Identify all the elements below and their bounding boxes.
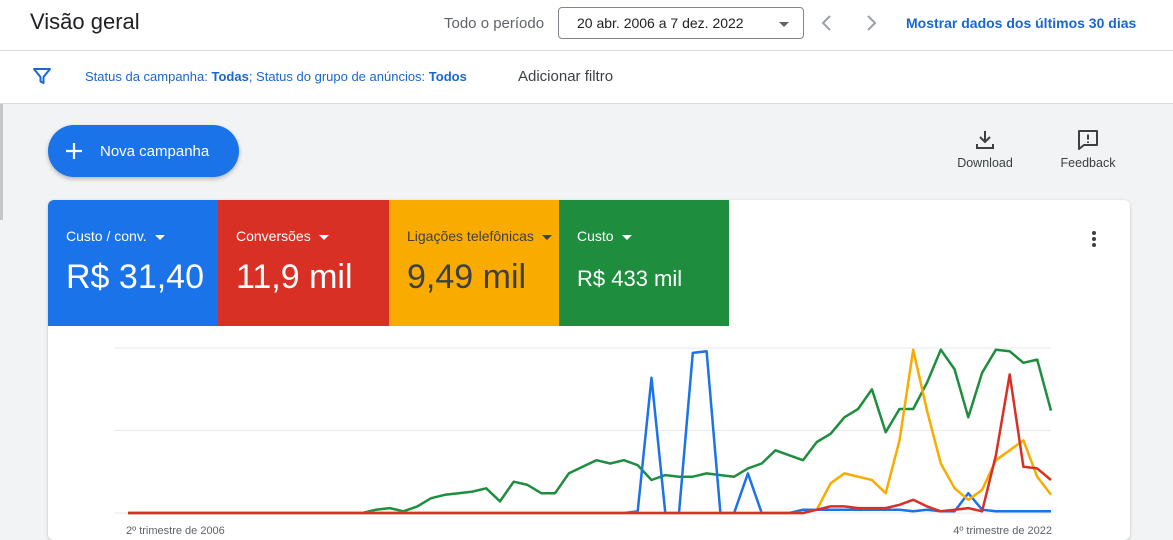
campaign-status-label: Status da campanha: <box>85 69 208 84</box>
series-line-1 <box>128 350 1051 515</box>
chevron-left-icon[interactable] <box>816 12 838 34</box>
metric-value: 11,9 mil <box>236 258 353 296</box>
performance-chart: 2º trimestre de 2006 4º trimestre de 202… <box>114 347 1053 537</box>
metric-label: Conversões <box>236 228 311 244</box>
add-filter-button[interactable]: Adicionar filtro <box>518 68 614 85</box>
metric-label: Custo / conv. <box>66 228 147 244</box>
chart-lines <box>128 348 1053 515</box>
metric-value: R$ 433 mil <box>577 266 683 291</box>
plus-icon <box>66 143 82 159</box>
download-label: Download <box>957 156 1013 170</box>
metric-label: Ligações telefônicas <box>407 228 534 244</box>
page-title: Visão geral <box>30 9 140 34</box>
campaign-status-value: Todas <box>211 69 249 84</box>
download-button[interactable]: Download <box>950 128 1020 170</box>
series-line-2 <box>128 348 1052 515</box>
date-range-select[interactable]: 20 abr. 2006 a 7 dez. 2022 <box>558 7 804 39</box>
metric-value: 9,49 mil <box>407 258 527 296</box>
feedback-button[interactable]: Feedback <box>1052 128 1124 170</box>
caret-down-icon <box>621 234 632 240</box>
metric-label: Custo <box>577 228 614 244</box>
caret-down-icon <box>154 234 165 240</box>
download-icon <box>976 131 994 149</box>
metric-cost[interactable]: Custo R$ 433 mil <box>559 200 729 326</box>
metric-cost-per-conversion[interactable]: Custo / conv. R$ 31,40 <box>48 200 218 326</box>
top-bar: Visão geral Todo o período 20 abr. 2006 … <box>0 0 1173 51</box>
x-tick-label-start: 2º trimestre de 2006 <box>126 525 225 537</box>
period-label: Todo o período <box>444 15 545 32</box>
performance-card: Custo / conv. R$ 31,40 Conversões 11,9 m… <box>48 200 1130 540</box>
caret-down-icon <box>779 22 789 27</box>
date-range-value: 20 abr. 2006 a 7 dez. 2022 <box>577 15 744 31</box>
series-line-3 <box>128 373 1052 515</box>
adgroup-status-value: Todos <box>428 69 467 84</box>
filter-bar: Status da campanha: Todas; Status do gru… <box>0 51 1173 104</box>
feedback-icon <box>1078 130 1098 150</box>
filter-separator: ; <box>248 69 253 84</box>
new-campaign-label: Nova campanha <box>100 143 210 160</box>
last-30-days-link[interactable]: Mostrar dados dos últimos 30 dias <box>906 15 1137 31</box>
new-campaign-button[interactable]: Nova campanha <box>48 125 239 177</box>
filter-icon[interactable] <box>32 66 52 86</box>
more-vert-icon[interactable] <box>1091 230 1097 248</box>
scrollbar-strip <box>0 104 3 220</box>
x-tick-label-end: 4º trimestre de 2022 <box>953 525 1052 537</box>
feedback-label: Feedback <box>1060 156 1116 170</box>
metric-conversions[interactable]: Conversões 11,9 mil <box>218 200 389 326</box>
metric-phone-calls[interactable]: Ligações telefônicas 9,49 mil <box>389 200 559 326</box>
metric-value: R$ 31,40 <box>66 258 204 296</box>
chevron-right-icon[interactable] <box>860 12 882 34</box>
caret-down-icon <box>318 234 329 240</box>
active-filters[interactable]: Status da campanha: Todas; Status do gru… <box>85 69 467 84</box>
series-line-0 <box>128 348 1053 515</box>
adgroup-status-label: Status do grupo de anúncios: <box>252 69 426 84</box>
caret-down-icon <box>541 234 552 240</box>
